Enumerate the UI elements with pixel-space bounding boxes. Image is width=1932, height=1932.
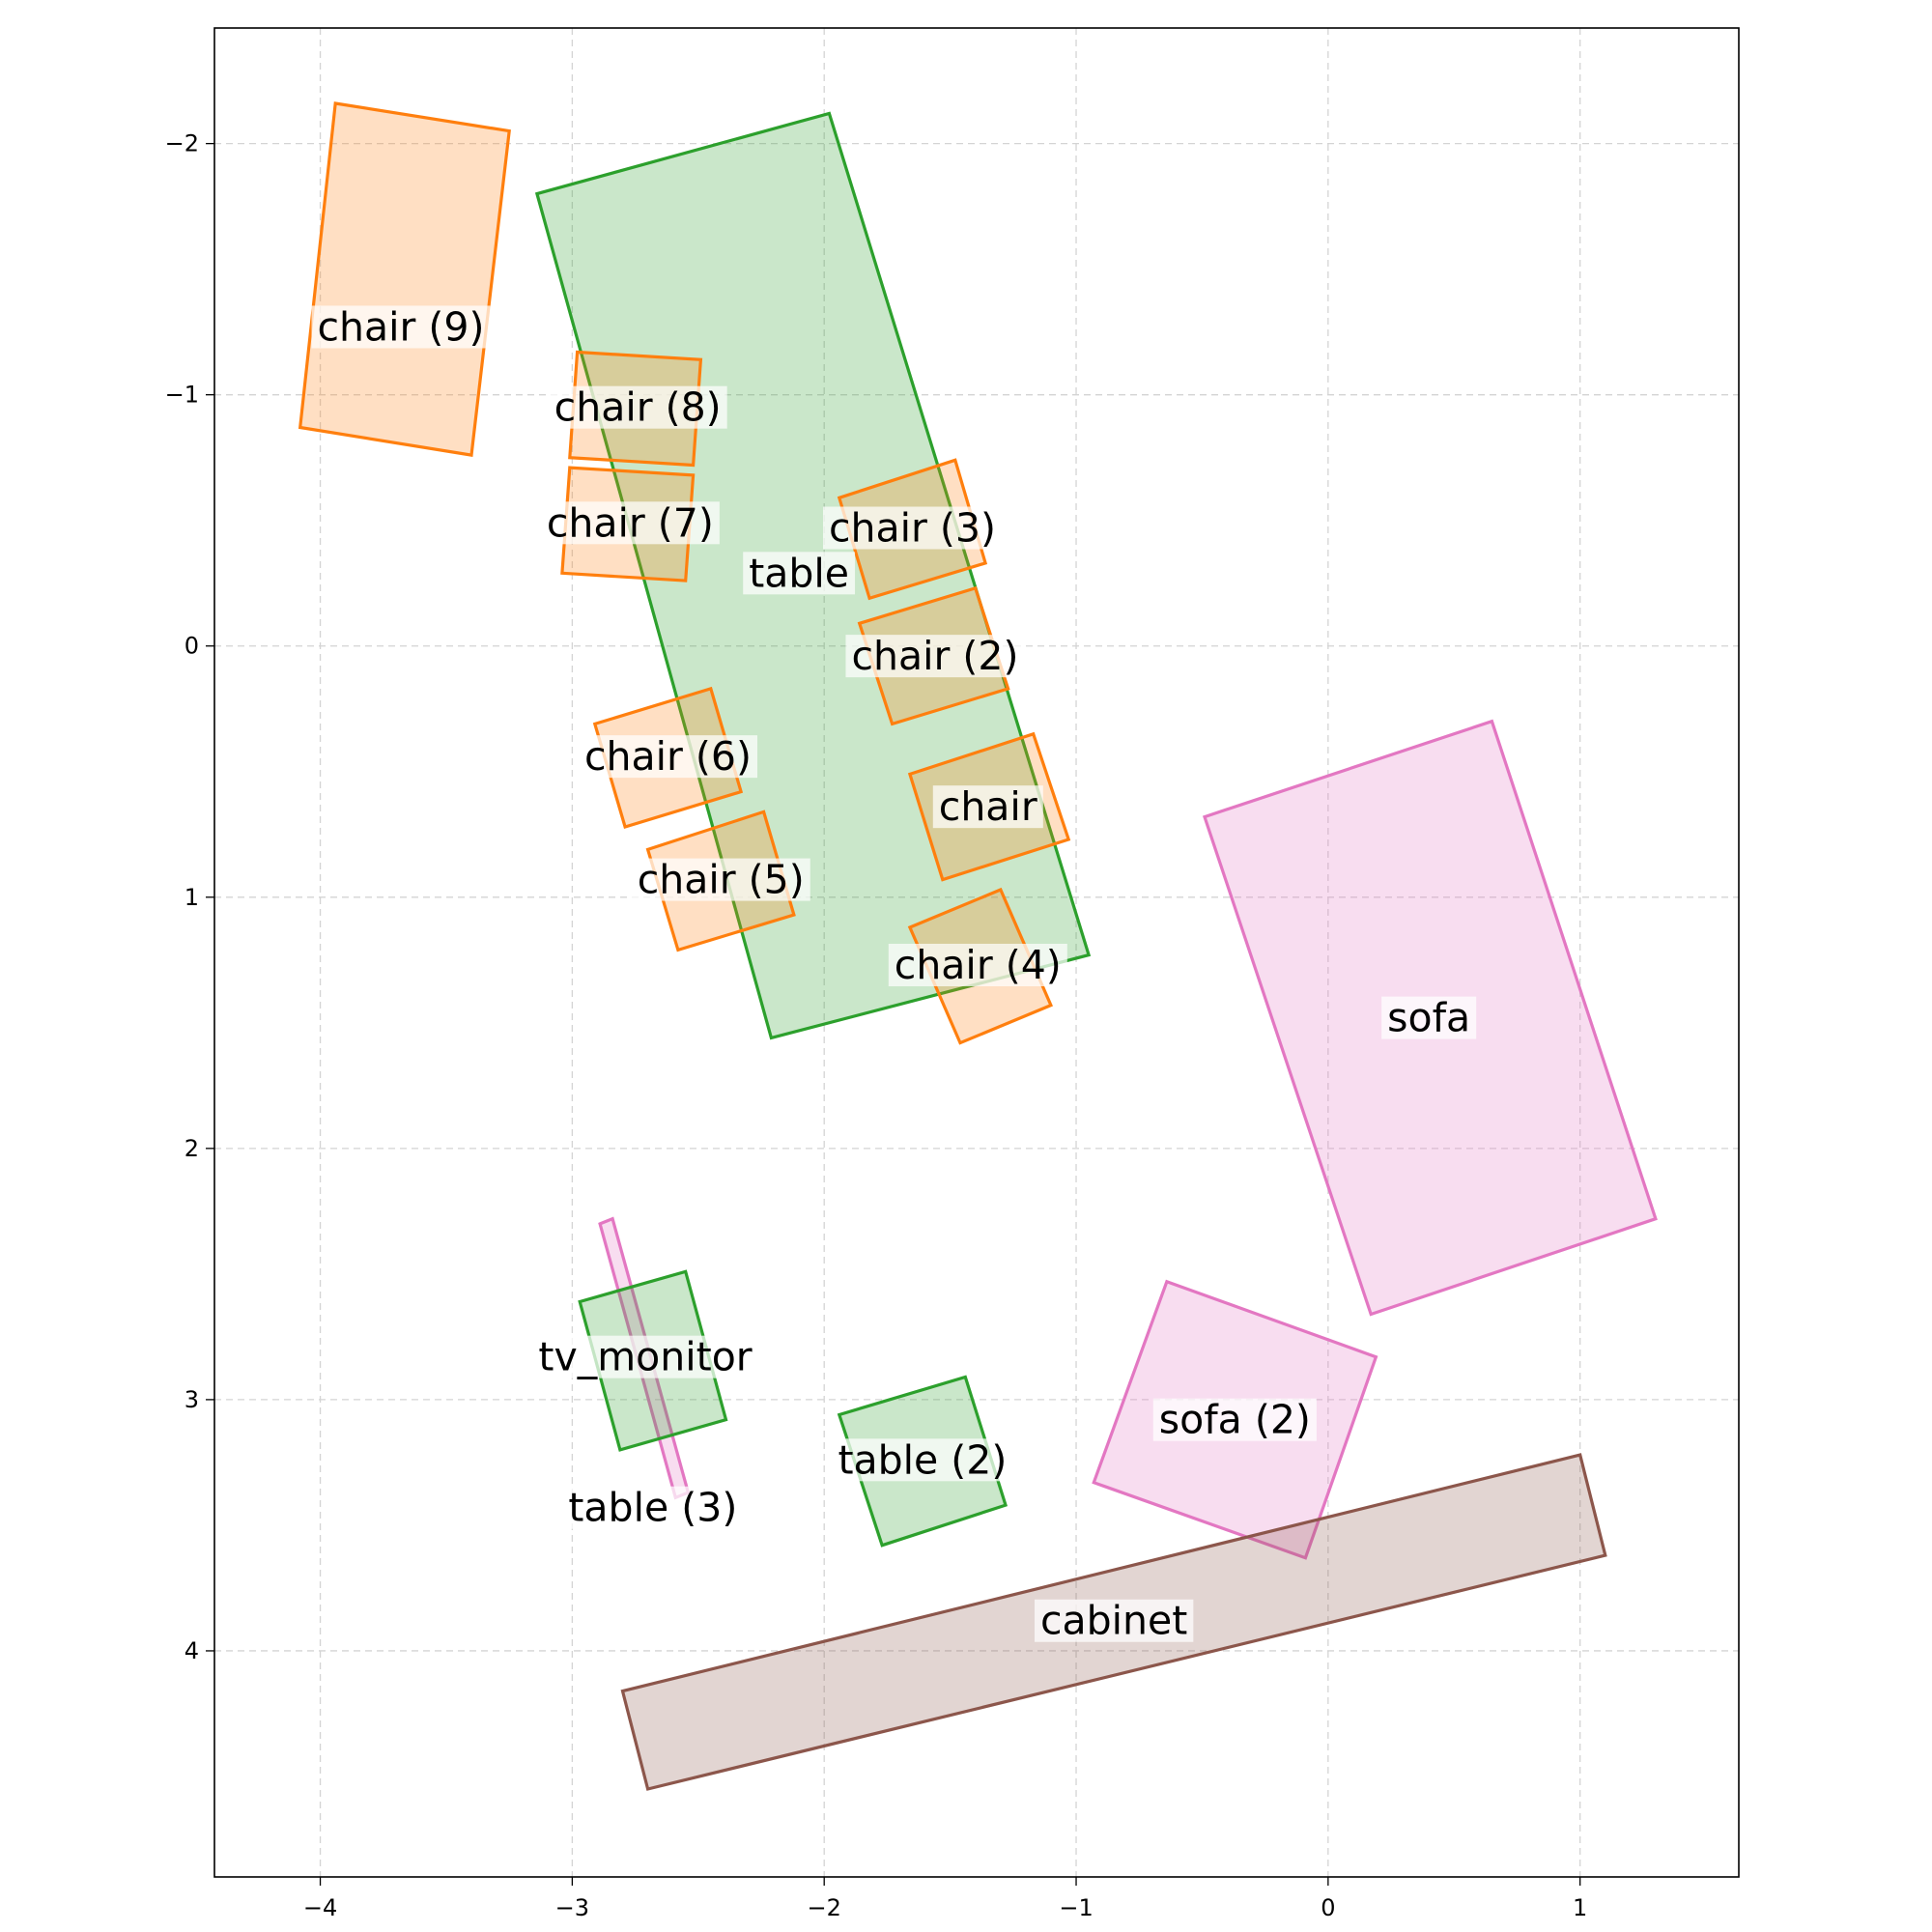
label-text: tv_monitor [538,1334,752,1380]
label-background [548,385,727,429]
label-text: chair (9) [318,303,485,350]
label-chair-6: chair (6) [578,733,757,780]
x-tick-label: 1 [1573,1894,1587,1921]
y-tick-label: −1 [165,382,199,409]
label-background [822,506,1002,550]
axis-ticks: −4 −3 −2 −1 0 1 −2 −1 0 1 2 3 4 [165,130,1588,1921]
x-tick-label: −3 [555,1894,589,1921]
label-chair-3: chair (3) [822,505,1002,552]
label-cabinet: cabinet [1034,1598,1194,1644]
y-tick-label: 4 [185,1637,199,1664]
label-chair-9: chair (9) [311,303,491,350]
label-chair-4: chair (4) [888,942,1067,988]
label-chair-5: chair (5) [631,857,810,903]
label-table-2: table (2) [832,1436,1013,1483]
label-chair-8: chair (8) [548,384,727,431]
y-tick-label: 0 [185,633,199,660]
label-table: table [743,550,856,596]
y-tick-label: −2 [165,130,199,157]
label-text: chair [939,783,1037,830]
y-tick-label: 2 [185,1135,199,1162]
label-background [311,305,491,349]
label-background [845,635,1025,678]
label-background [532,1335,758,1378]
label-background [832,1438,1013,1482]
label-background [578,735,757,779]
label-sofa: sofa [1381,995,1477,1041]
label-background [932,785,1043,829]
y-tick-label: 1 [185,884,199,911]
label-background [562,1486,744,1529]
label-text: table [749,550,849,596]
label-background [1152,1398,1317,1441]
x-tick-label: −2 [808,1894,841,1921]
label-background [1381,996,1477,1039]
label-text: chair (5) [638,857,805,903]
label-chair: chair [932,783,1043,830]
label-text: table (2) [838,1436,1007,1483]
shape-chair-9 [298,101,511,457]
label-text: chair (8) [554,384,722,431]
label-text: chair (7) [547,499,714,546]
label-text: chair (2) [851,633,1018,679]
label-background [540,501,720,545]
label-text: chair (3) [829,505,996,552]
label-text: table (3) [568,1485,737,1531]
label-table-3: table (3) [562,1485,744,1531]
label-text: sofa (2) [1159,1397,1311,1443]
label-text: cabinet [1040,1598,1187,1644]
label-sofa-2: sofa (2) [1152,1397,1317,1443]
axes-frame [213,27,1740,1878]
label-text: chair (4) [895,942,1062,988]
label-chair-2: chair (2) [845,633,1025,679]
object-labels: table chair (9) chair (8) chair (7) chair (3… [311,303,1477,1644]
label-background [888,944,1067,987]
y-tick-label: 3 [185,1386,199,1413]
label-text: chair (6) [584,733,752,780]
x-tick-label: −4 [303,1894,337,1921]
label-background [743,552,856,595]
x-tick-label: 0 [1321,1894,1335,1921]
label-background [1034,1599,1194,1642]
label-tv-monitor: tv_monitor [532,1334,758,1380]
label-text: sofa [1387,995,1470,1041]
x-tick-label: −1 [1059,1894,1093,1921]
label-background [631,858,810,901]
label-chair-7: chair (7) [540,499,720,546]
